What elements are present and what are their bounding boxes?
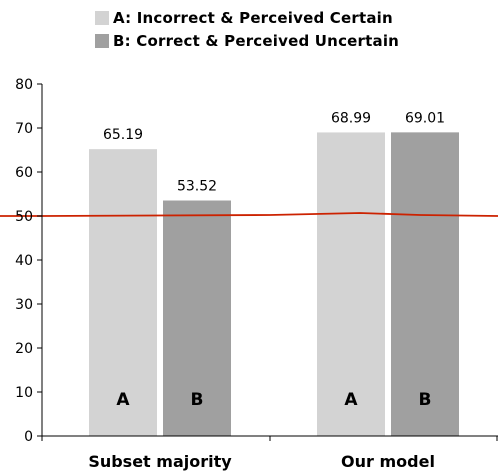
data-label-b-1: 53.52 <box>177 179 217 195</box>
data-label-b-2: 69.01 <box>405 110 445 126</box>
y-tick-label-60: 60 <box>15 165 33 181</box>
category-label-2: Our model <box>341 452 435 471</box>
bar-letter-a-1: A <box>116 390 130 410</box>
legend-label-b: B: Correct & Perceived Uncertain <box>113 31 400 50</box>
category-label-1: Subset majority <box>88 452 232 471</box>
bar-b-1 <box>163 200 231 436</box>
legend-item-b: B: Correct & Perceived Uncertain <box>95 29 399 52</box>
y-tick-label-70: 70 <box>15 121 33 137</box>
y-tick-label-40: 40 <box>15 253 33 269</box>
legend-swatch-a <box>95 10 109 25</box>
legend-item-a: A: Incorrect & Perceived Certain <box>95 6 399 29</box>
y-tick-label-10: 10 <box>15 385 33 401</box>
bar-letter-a-2: A <box>344 390 358 410</box>
y-tick-label-0: 0 <box>24 429 33 445</box>
legend-label-a: A: Incorrect & Perceived Certain <box>113 8 393 27</box>
y-tick-label-80: 80 <box>15 77 33 93</box>
bar-letter-b-1: B <box>191 390 204 410</box>
bar-a-1 <box>89 149 157 436</box>
bar-a-2 <box>317 132 385 436</box>
bar-letter-b-2: B <box>419 390 432 410</box>
data-label-a-1: 65.19 <box>103 127 143 143</box>
legend-swatch-b <box>95 33 109 48</box>
y-tick-label-50: 50 <box>15 209 33 225</box>
data-label-a-2: 68.99 <box>331 110 371 126</box>
chart-legend: A: Incorrect & Perceived Certain B: Corr… <box>95 6 399 52</box>
y-tick-label-30: 30 <box>15 297 33 313</box>
reference-line <box>0 212 498 217</box>
y-tick-label-20: 20 <box>15 341 33 357</box>
bar-b-2 <box>391 132 459 436</box>
